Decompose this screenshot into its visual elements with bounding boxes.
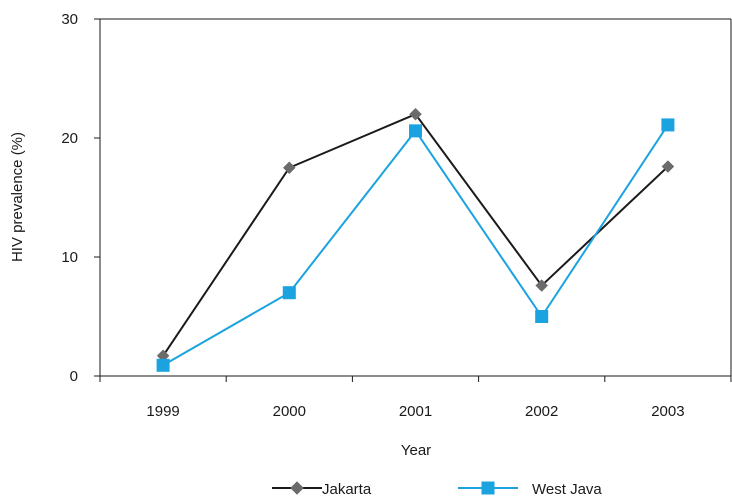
legend: Jakarta West Java <box>272 481 602 498</box>
legend-item-west-java: West Java <box>458 481 602 498</box>
x-tick-label: 2000 <box>273 403 306 420</box>
axes: 0 10 20 30 1999 2000 2001 2002 2003 <box>61 11 732 420</box>
x-tick-label: 2001 <box>399 403 432 420</box>
legend-label: West Java <box>532 481 602 497</box>
series-line <box>162 112 669 357</box>
data-point <box>661 160 675 173</box>
data-point <box>282 286 296 300</box>
data-point <box>535 279 549 292</box>
data-point <box>409 124 422 138</box>
data-point <box>156 358 170 372</box>
series-jakarta <box>156 107 675 363</box>
x-axis-label: Year <box>401 442 431 459</box>
x-tick-label: 1999 <box>146 403 179 420</box>
data-point <box>535 310 549 323</box>
x-tick-label: 2003 <box>651 403 684 420</box>
legend-item-jakarta: Jakarta <box>272 481 372 498</box>
legend-marker <box>290 481 304 495</box>
data-point <box>409 107 422 121</box>
y-tick-label: 0 <box>70 368 78 385</box>
y-axis-label: HIV prevalence (%) <box>9 132 26 262</box>
series-west-java <box>156 118 675 372</box>
data-point <box>282 161 296 175</box>
legend-label: Jakarta <box>322 481 372 497</box>
y-tick-label: 10 <box>61 249 78 266</box>
legend-marker <box>481 481 495 495</box>
x-tick-label: 2002 <box>525 403 558 420</box>
y-tick-label: 20 <box>61 130 78 147</box>
series-line <box>162 124 669 367</box>
data-point <box>661 118 675 132</box>
y-tick-label: 30 <box>61 11 78 28</box>
series-layer <box>156 107 675 372</box>
